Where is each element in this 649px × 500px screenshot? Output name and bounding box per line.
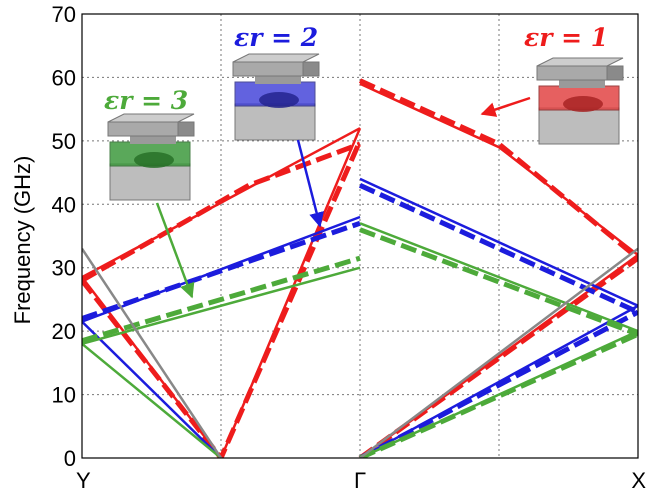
x-tick-label-0: Y bbox=[76, 468, 91, 493]
arrow-er1 bbox=[480, 96, 531, 117]
y-tick-label-7: 70 bbox=[52, 2, 76, 27]
y-tick-label-0: 0 bbox=[64, 446, 76, 471]
unit-cell-er1-image bbox=[536, 57, 624, 145]
series-line-3 bbox=[82, 141, 361, 283]
y-tick-label-5: 50 bbox=[52, 129, 76, 154]
series-line-16 bbox=[82, 266, 361, 346]
annotation-er1: εr = 1 bbox=[524, 23, 608, 52]
series-line-17 bbox=[82, 255, 361, 344]
series-line-21 bbox=[359, 227, 638, 337]
x-tick-label-2: X bbox=[631, 468, 646, 493]
series-line-23 bbox=[359, 247, 638, 458]
y-tick-label-6: 60 bbox=[52, 65, 76, 90]
series-line-7 bbox=[358, 78, 638, 261]
y-ticks: 0 10 20 30 40 50 60 70 bbox=[52, 2, 76, 471]
series-line-12 bbox=[358, 309, 638, 458]
series-line-10 bbox=[82, 220, 361, 321]
y-tick-label-3: 30 bbox=[52, 256, 76, 281]
series-line-5 bbox=[358, 256, 638, 458]
series-line-14 bbox=[358, 183, 638, 315]
unit-cell-er3-image bbox=[107, 113, 195, 201]
series-line-19 bbox=[358, 332, 638, 458]
series-line-15 bbox=[82, 342, 222, 458]
x-tick-label-1: Γ bbox=[354, 468, 366, 493]
series-line-22 bbox=[82, 248, 223, 458]
unit-cell-er2-image bbox=[232, 53, 320, 141]
annotation-er3: εr = 3 bbox=[104, 86, 188, 115]
series-line-20 bbox=[359, 222, 638, 333]
y-tick-label-4: 40 bbox=[52, 192, 76, 217]
plot-frame bbox=[81, 13, 639, 459]
series-line-2 bbox=[82, 139, 363, 458]
arrow-er3 bbox=[155, 202, 195, 299]
y-tick-label-1: 10 bbox=[52, 383, 76, 408]
y-axis-label: Frequency (GHz) bbox=[10, 156, 35, 325]
series-layer bbox=[82, 78, 638, 458]
annotation-er2: εr = 2 bbox=[234, 23, 318, 52]
series-line-8 bbox=[82, 320, 222, 458]
y-tick-label-2: 20 bbox=[52, 319, 76, 344]
arrow-er2 bbox=[296, 139, 324, 228]
